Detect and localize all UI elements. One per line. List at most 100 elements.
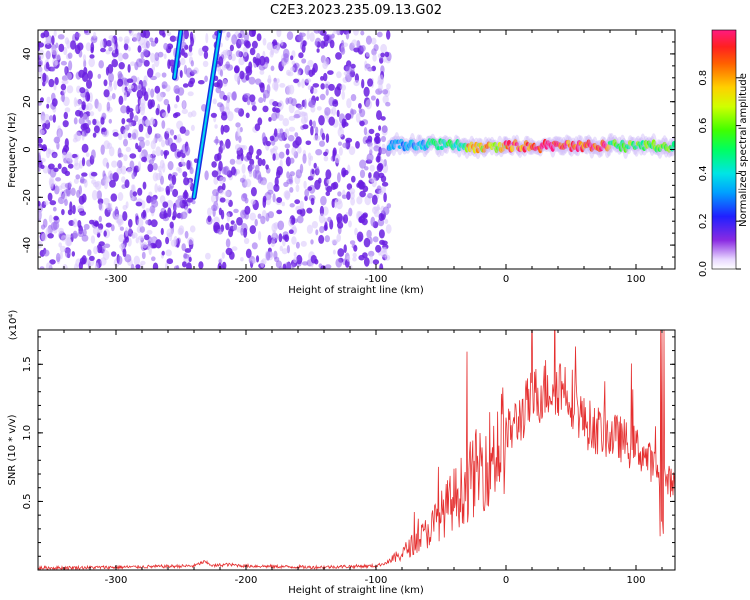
spectrogram-cell — [296, 209, 303, 215]
spectrogram-cell — [141, 200, 146, 209]
spectrogram-cell — [260, 215, 266, 225]
spectrogram-cell — [250, 187, 257, 197]
spectrogram-cell — [98, 215, 103, 223]
spectrogram-cell — [320, 265, 326, 269]
spectrogram-cell — [244, 178, 252, 188]
spectrogram-cell — [386, 83, 391, 90]
spectrogram-cell — [225, 49, 229, 59]
spectrogram-cell — [285, 156, 291, 167]
spectrogram-cell — [197, 80, 205, 85]
spectrogram-cell — [375, 135, 380, 144]
spectrogram-cell — [379, 263, 384, 269]
spectrogram-cell — [301, 58, 307, 64]
spectrogram-cell — [63, 111, 68, 120]
spectrogram-cell — [318, 213, 325, 224]
spectrogram-cell — [182, 191, 189, 200]
spectrogram-cell — [312, 120, 316, 129]
spectrogram-cell — [298, 52, 304, 59]
spectrogram-cell — [245, 40, 251, 49]
spectrogram-cell — [46, 103, 50, 109]
spectrogram-cell — [249, 94, 256, 103]
spectrogram-cell — [58, 227, 64, 234]
spectrogram-cell — [161, 120, 166, 129]
spectrogram-cell — [385, 224, 392, 234]
spectrogram-cell — [160, 149, 164, 156]
spectrogram-cell — [45, 36, 51, 45]
spectrogram-cell — [47, 148, 52, 155]
spectrogram-cell — [316, 166, 320, 176]
spectrogram-cell — [276, 30, 282, 38]
spectrogram-cell — [225, 238, 231, 248]
spectrogram-cell — [79, 257, 86, 265]
band-cell — [514, 142, 520, 147]
spectrogram-cell — [117, 192, 124, 201]
spectrogram-cell — [371, 194, 378, 205]
spectrogram-cell — [55, 53, 61, 61]
spectrogram-cell — [245, 74, 250, 81]
spectrogram-cell — [122, 52, 129, 60]
spectrogram-cell — [266, 84, 271, 94]
spectrogram-cell — [311, 221, 318, 229]
y-tick-label: 1.5 — [22, 356, 33, 372]
spectrogram-cell — [127, 84, 134, 90]
spectrogram-cell — [284, 143, 291, 149]
spectrogram-cell — [161, 250, 165, 256]
spectrogram-cell — [83, 67, 88, 75]
spectrogram-cell — [134, 85, 140, 91]
spectrogram-cell — [64, 37, 70, 45]
spectrogram-cell — [49, 200, 57, 206]
x-tick-label: -100 — [365, 274, 388, 285]
spectrogram-cell — [43, 113, 50, 124]
spectrogram-cell — [180, 156, 184, 165]
spectrogram-cell — [45, 50, 51, 60]
spectrogram-cell — [358, 216, 363, 223]
spectrogram-cell — [302, 153, 307, 164]
spectrogram-cell — [288, 84, 295, 95]
colorbar-gradient — [711, 29, 737, 270]
spectrogram-cell — [271, 112, 278, 122]
spectrogram-cell — [229, 158, 236, 165]
spectrogram-cell — [48, 176, 55, 187]
spectrogram-cell — [256, 148, 262, 156]
spectrogram-cell — [380, 52, 385, 58]
spectrogram-cell — [324, 235, 330, 243]
spectrogram-cell — [272, 81, 279, 91]
spectrogram-cell — [372, 236, 379, 243]
spectrogram-cell — [163, 42, 169, 51]
spectrogram-cell — [89, 54, 95, 59]
spectrogram-cell — [337, 172, 341, 183]
spectrogram-cell — [314, 179, 321, 190]
spectrogram-cell — [65, 238, 73, 247]
spectrogram-streak-core — [173, 30, 182, 79]
spectrogram-cell — [103, 175, 107, 186]
spectrogram-cell — [142, 181, 147, 190]
spectrogram-cell — [278, 114, 284, 121]
spectrogram-cell — [236, 126, 241, 137]
spectrogram-cell — [160, 227, 164, 236]
spectrogram-cell — [147, 87, 151, 96]
spectrogram-cell — [244, 31, 249, 43]
spectrogram-cell — [142, 79, 147, 88]
spectrogram-cell — [301, 78, 305, 89]
spectrogram-cell — [205, 33, 209, 44]
spectrogram-cell — [307, 186, 313, 191]
spectrogram-cell — [202, 60, 209, 68]
spectrogram-cell — [150, 99, 156, 108]
spectrogram-cell — [91, 149, 96, 160]
spectrogram-cell — [382, 95, 389, 104]
spectrogram-cell — [272, 229, 277, 240]
spectrogram-cell — [79, 110, 84, 118]
spectrogram-cell — [123, 129, 128, 139]
spectrogram-cell — [117, 78, 124, 87]
spectrogram-cell — [38, 137, 43, 144]
spectrogram-cell — [380, 43, 387, 54]
spectrogram-cell — [49, 259, 56, 265]
spectrogram-cell — [343, 71, 350, 76]
spectrogram-cell — [132, 191, 138, 197]
spectrogram-cell — [52, 114, 56, 123]
spectrogram-cell — [186, 262, 192, 269]
spectrogram-cell — [97, 198, 104, 205]
spectrogram-cell — [39, 67, 43, 78]
spectrogram-cell — [85, 42, 92, 52]
spectrogram-cell — [189, 167, 194, 175]
